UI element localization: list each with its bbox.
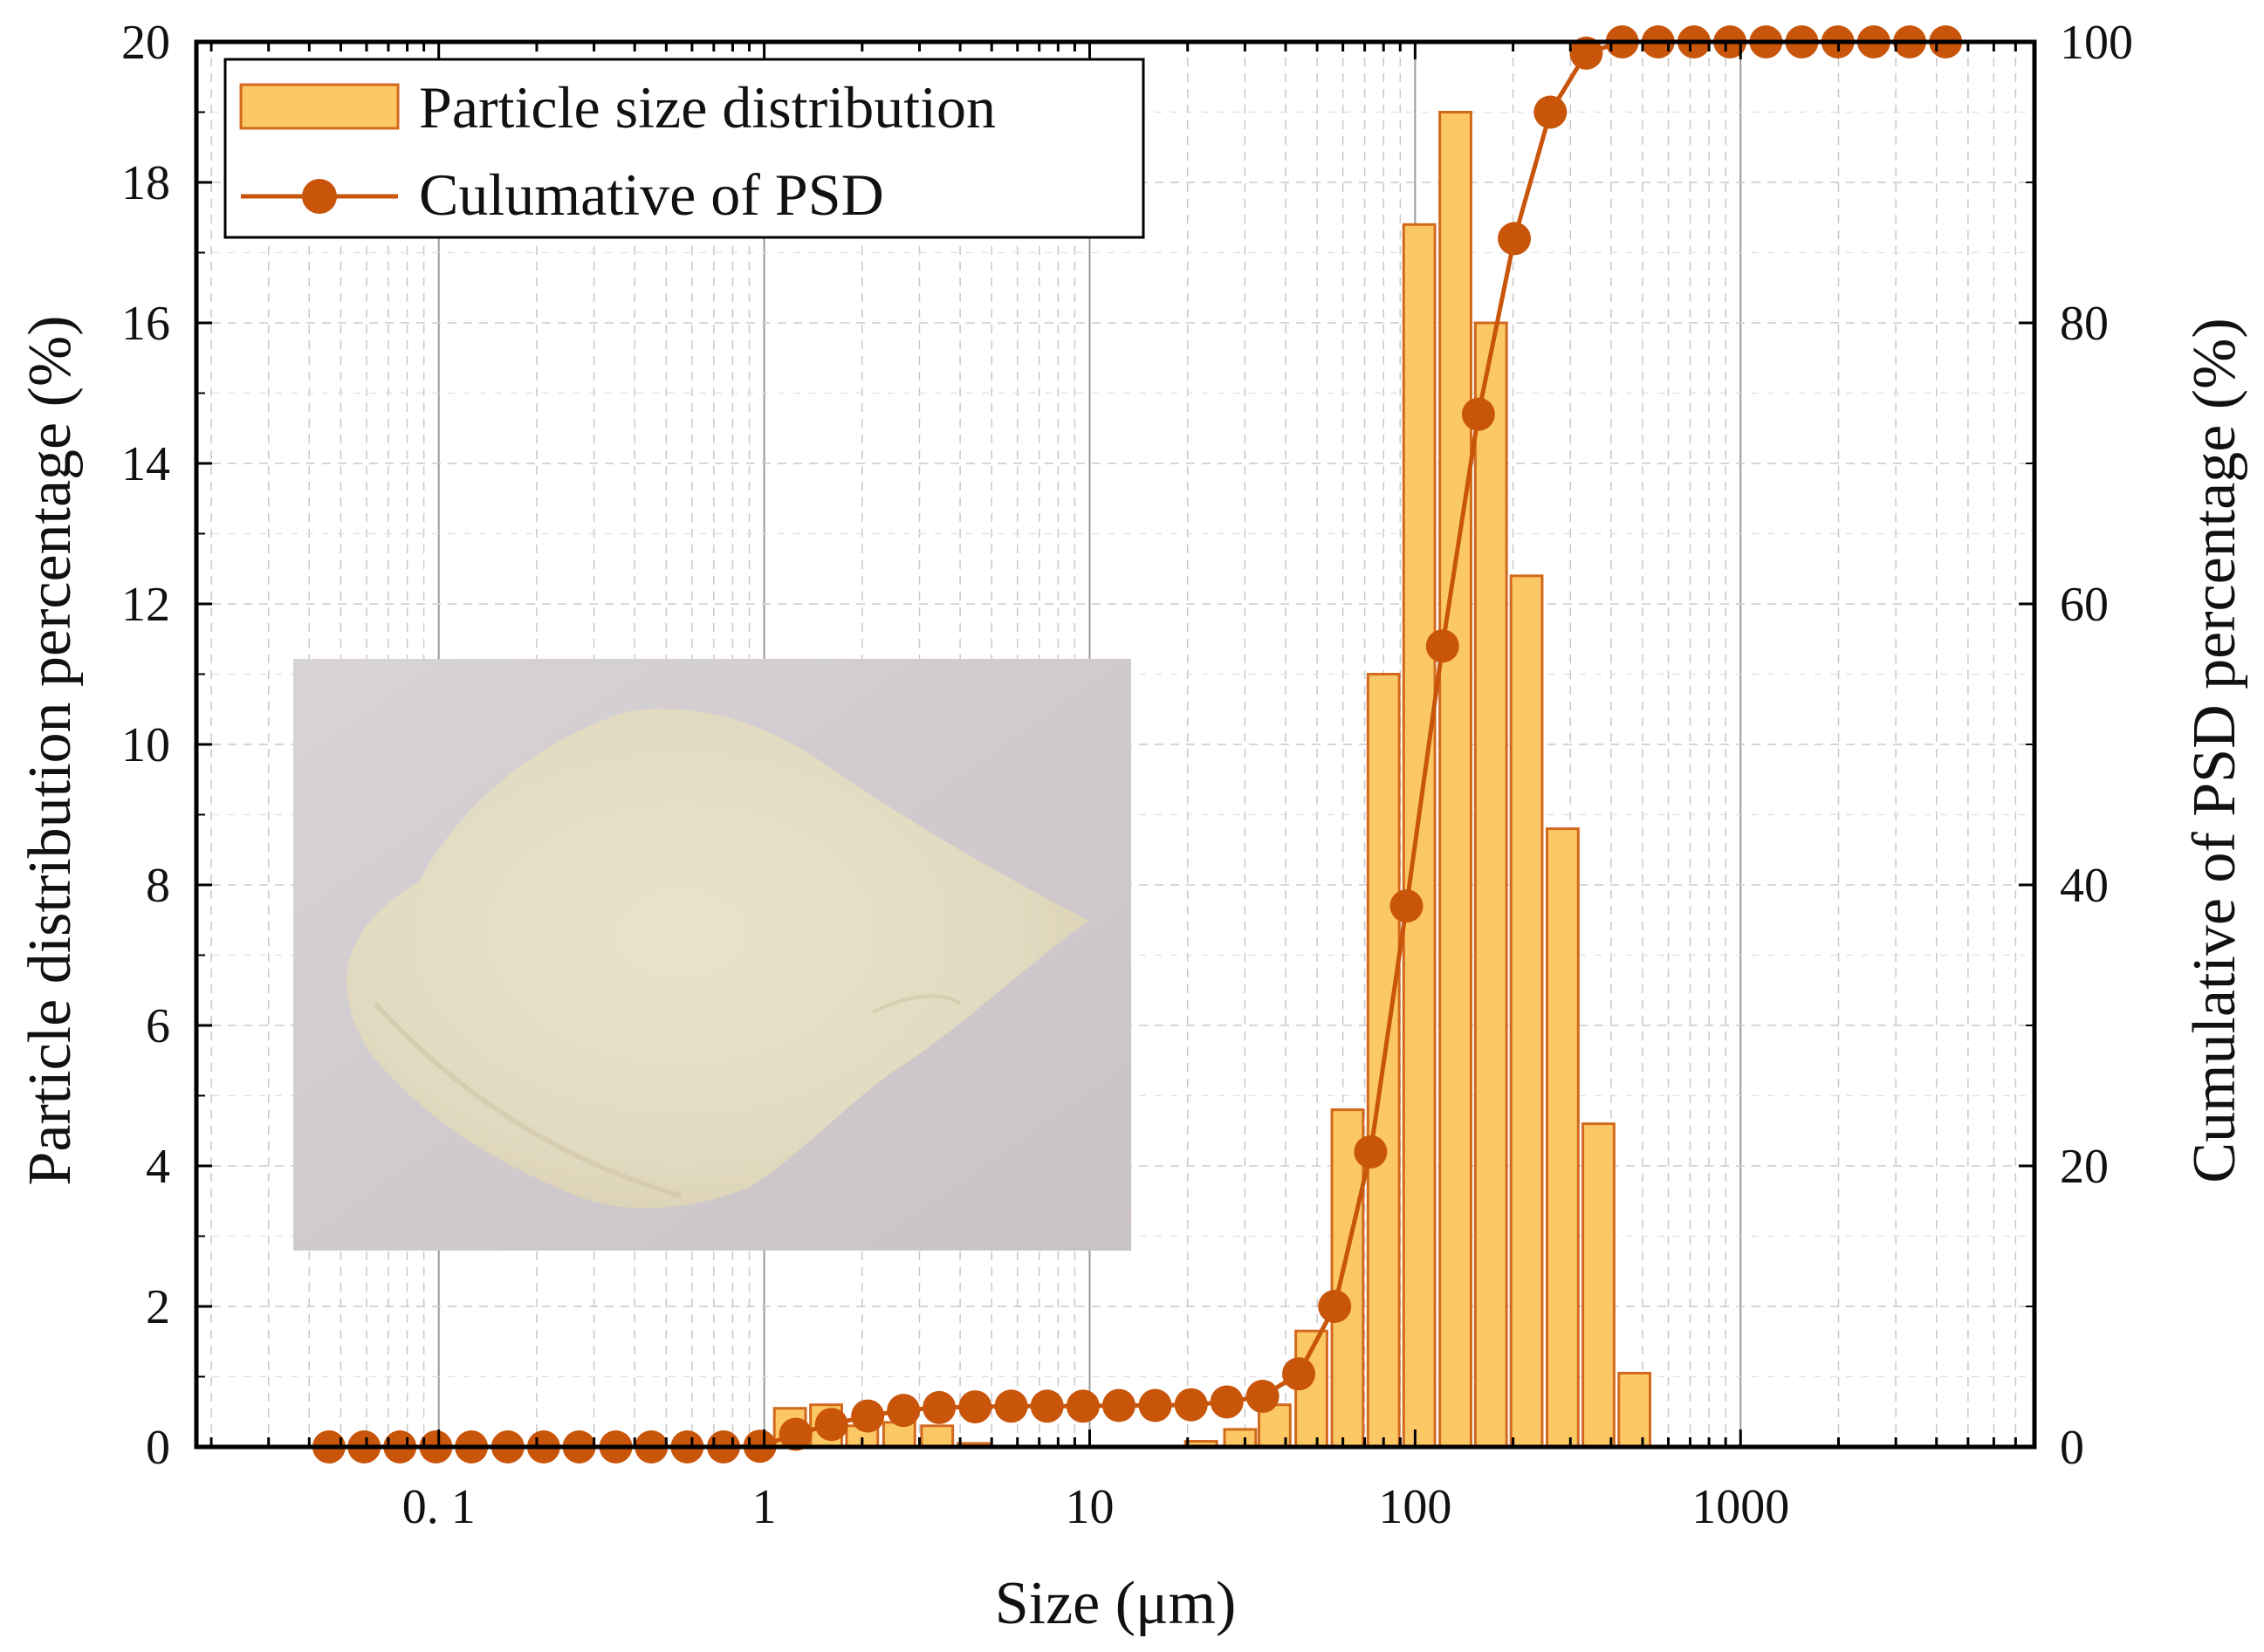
cumulative-point	[1533, 95, 1568, 129]
cumulative-point	[1138, 1388, 1172, 1422]
right-tick-label: 60	[2060, 578, 2109, 632]
right-y-axis-ticks: 0 20 40 60 80 100	[2019, 16, 2133, 1475]
cumulative-point	[1318, 1290, 1352, 1323]
left-tick-label: 4	[146, 1140, 170, 1194]
x-tick-label: 100	[1378, 1480, 1451, 1534]
cumulative-point	[994, 1389, 1028, 1423]
cumulative-point	[779, 1417, 813, 1451]
psd-bar	[920, 1424, 955, 1449]
right-tick-label: 40	[2060, 859, 2109, 913]
cumulative-point	[1354, 1134, 1388, 1169]
cumulative-point	[958, 1390, 992, 1424]
cumulative-point	[1101, 1388, 1135, 1422]
sand-sample-photo	[293, 659, 1131, 1251]
left-tick-label: 14	[121, 437, 170, 491]
cumulative-point	[1066, 1389, 1100, 1423]
psd-bar	[1617, 1371, 1652, 1449]
legend-bar-label: Particle size distribution	[419, 74, 996, 141]
cumulative-point	[887, 1394, 921, 1428]
left-tick-label: 18	[121, 156, 170, 210]
psd-bar	[1509, 574, 1544, 1449]
psd-bar	[1366, 673, 1401, 1449]
cumulative-point	[814, 1408, 848, 1442]
x-tick-label: 10	[1065, 1480, 1114, 1534]
left-tick-label: 10	[121, 718, 170, 772]
legend-bar-swatch	[239, 83, 400, 130]
right-tick-label: 100	[2060, 16, 2133, 70]
cumulative-point	[1282, 1357, 1316, 1391]
legend-line-marker	[302, 179, 337, 214]
right-tick-label: 0	[2060, 1421, 2084, 1475]
psd-bar	[1330, 1108, 1365, 1449]
left-tick-label: 16	[121, 297, 170, 351]
x-tick-label: 0. 1	[402, 1480, 476, 1534]
cumulative-point	[1461, 397, 1495, 431]
left-tick-label: 12	[121, 578, 170, 632]
left-y-axis-title: Particle distribution percentage (%)	[17, 315, 84, 1185]
cumulative-point	[1245, 1380, 1280, 1414]
left-tick-label: 2	[146, 1280, 170, 1334]
cumulative-point	[923, 1390, 957, 1424]
psd-bars	[772, 111, 1652, 1449]
cumulative-point	[1569, 36, 1603, 70]
right-y-axis-title: Cumulative of PSD percentage (%)	[2181, 318, 2248, 1182]
cumulative-point	[1174, 1388, 1208, 1422]
left-tick-label: 20	[121, 16, 170, 70]
right-tick-label: 80	[2060, 297, 2109, 351]
psd-bar	[1402, 223, 1437, 1449]
cumulative-point	[1030, 1389, 1064, 1423]
cumulative-point	[1389, 889, 1424, 923]
right-tick-label: 20	[2060, 1140, 2109, 1194]
x-tick-label: 1000	[1691, 1480, 1789, 1534]
legend-line-label: Culumative of PSD	[419, 161, 884, 228]
cumulative-point	[1425, 629, 1459, 663]
legend: Particle size distribution Culumative of…	[223, 58, 1145, 239]
left-tick-label: 8	[146, 859, 170, 913]
left-tick-label: 6	[146, 999, 170, 1053]
cumulative-point	[1498, 222, 1532, 256]
x-axis-ticks: 0. 1 1 10 100 1000	[209, 42, 2017, 1534]
psd-bar	[1473, 321, 1508, 1449]
psd-bar	[1545, 827, 1580, 1449]
x-axis-title: Size (μm)	[995, 1570, 1237, 1637]
left-y-axis-ticks: 0 2 4 6 8 10 12 14 16 18 20	[121, 16, 212, 1475]
x-tick-label: 1	[752, 1480, 777, 1534]
psd-bar	[1438, 111, 1472, 1449]
cumulative-point	[1210, 1385, 1244, 1419]
cumulative-point	[851, 1399, 885, 1433]
left-tick-label: 0	[146, 1421, 170, 1475]
psd-bar	[1581, 1122, 1616, 1449]
psd-bar	[1223, 1428, 1258, 1449]
